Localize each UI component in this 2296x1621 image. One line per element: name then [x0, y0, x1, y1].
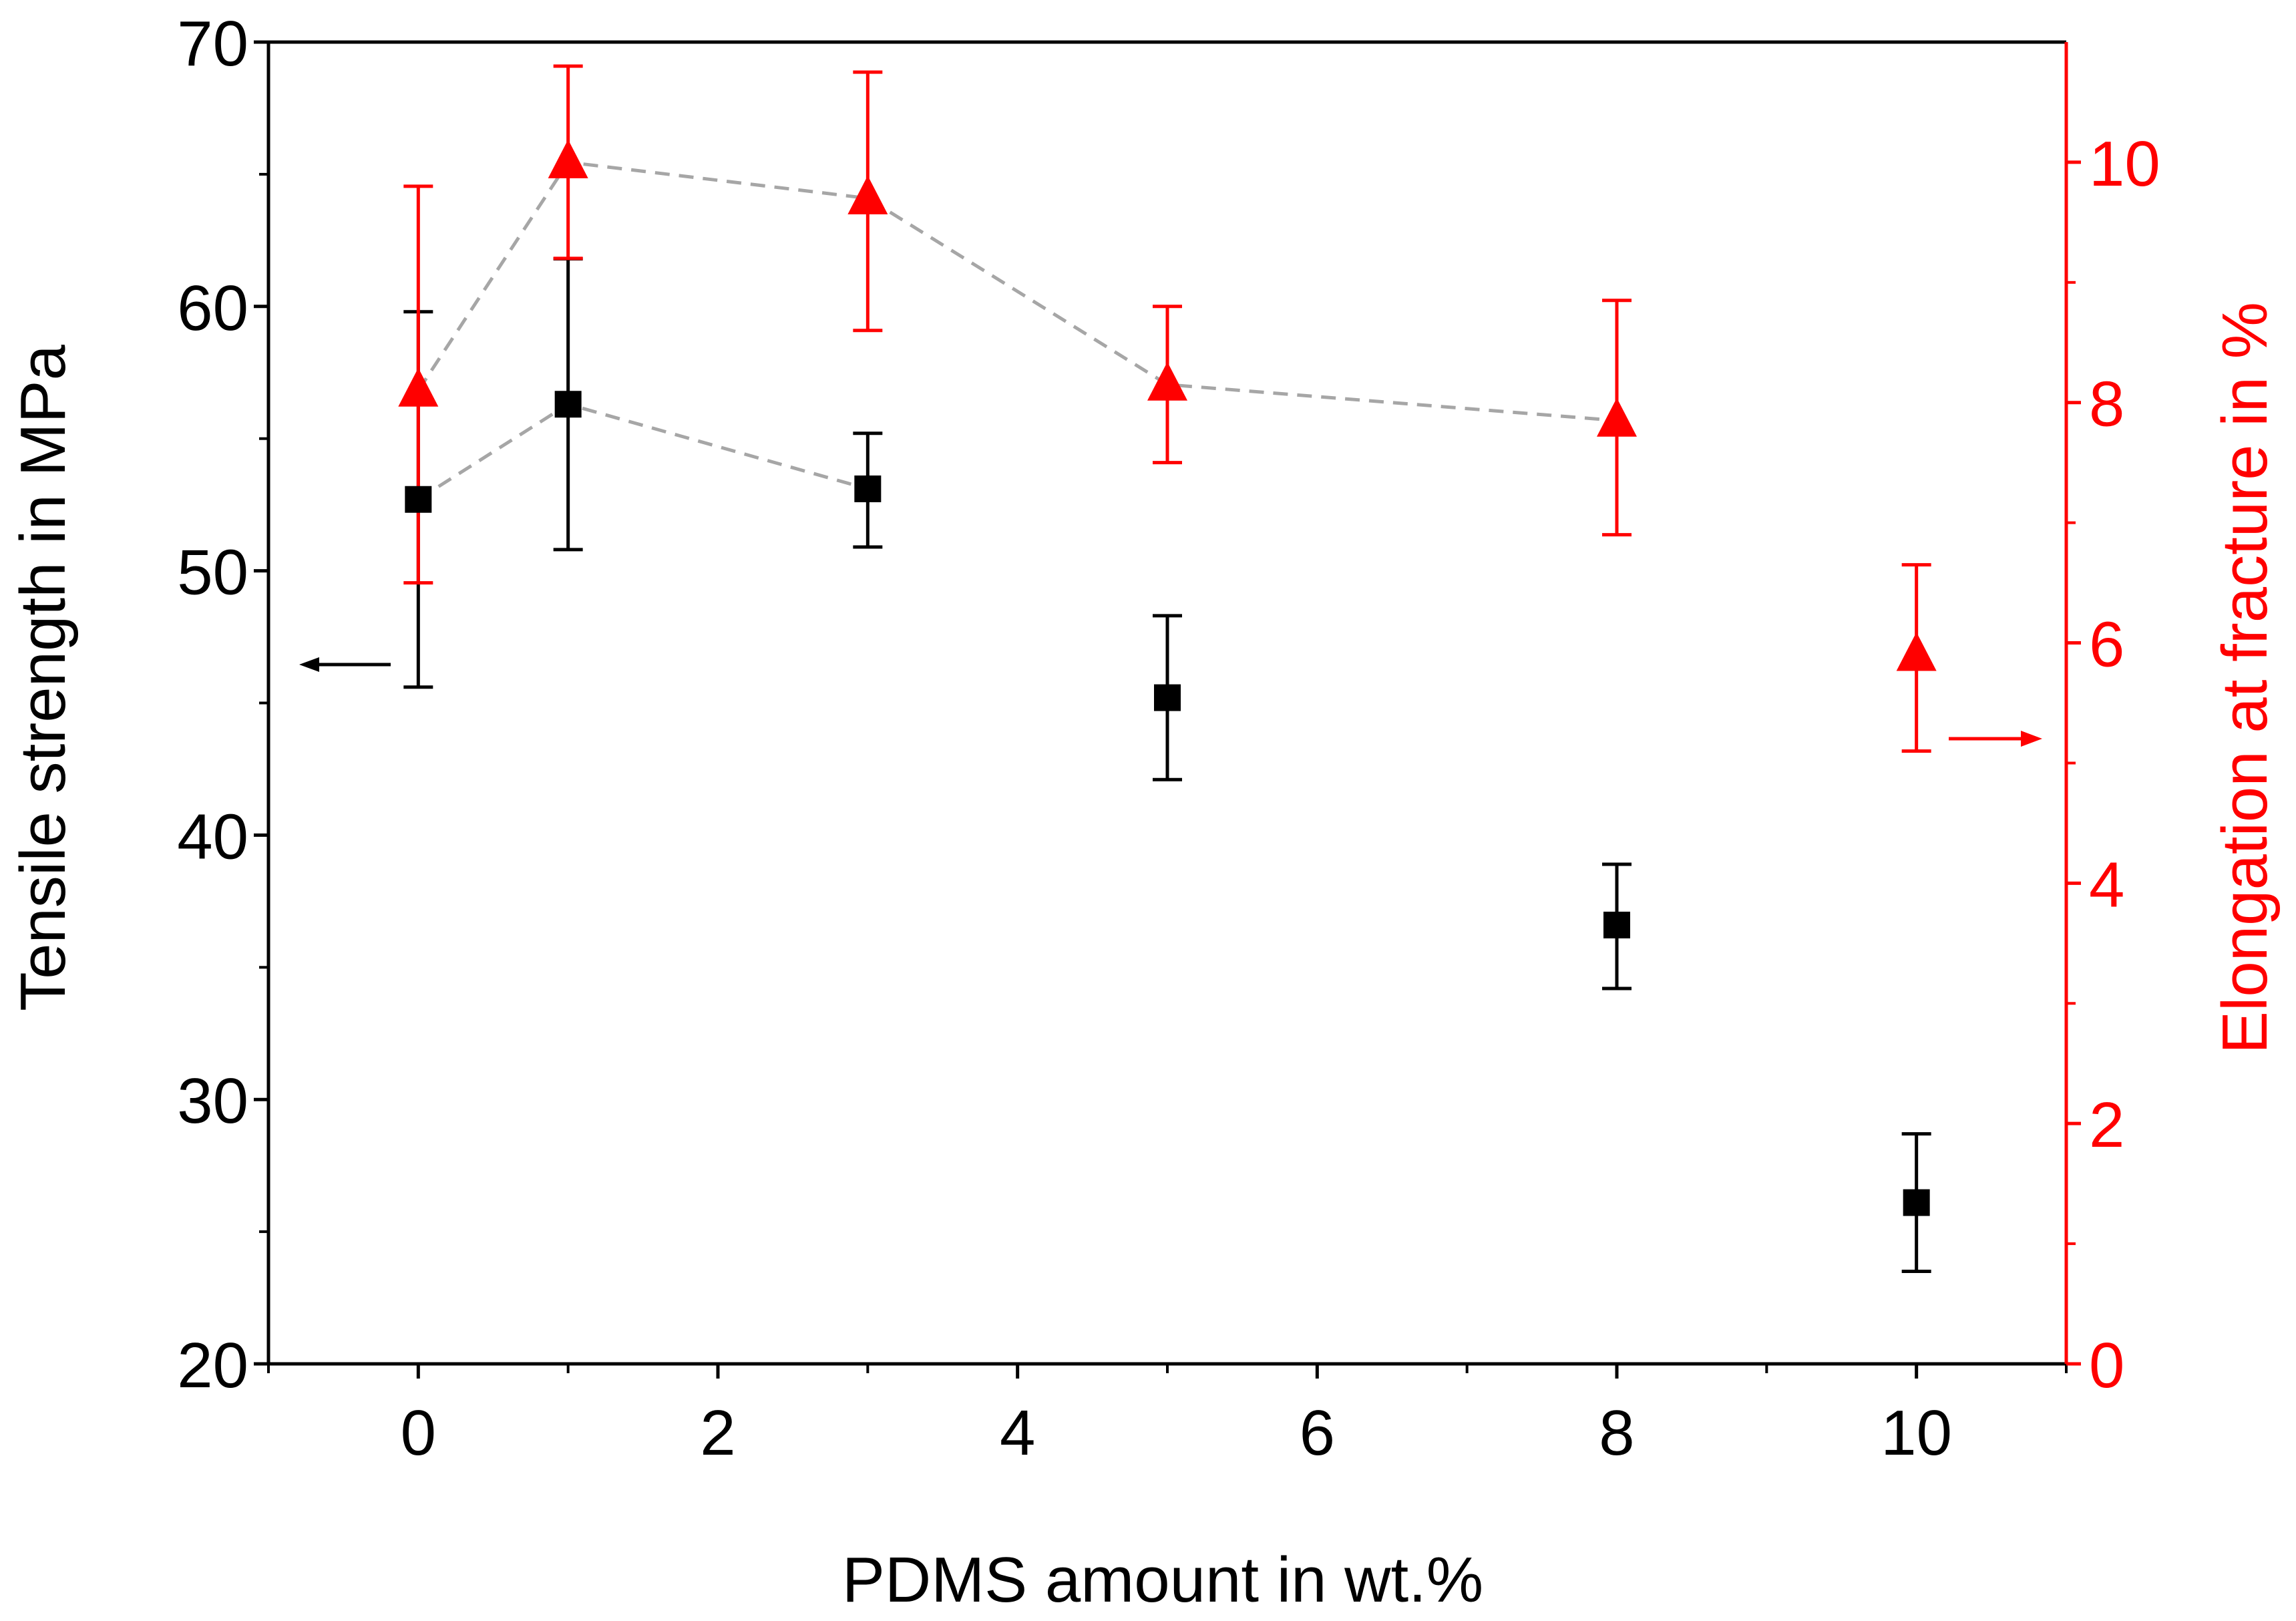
tensile-marker-square	[554, 391, 582, 418]
elongation-marker-triangle	[847, 175, 888, 214]
elongation-marker-triangle	[1896, 632, 1937, 671]
tick-labels: 0 2 4 6 8 10 20 30 40 50 60 70 0 2 4 6 8 10	[177, 8, 2160, 1469]
y2-tick-label: 10	[2089, 128, 2160, 200]
tensile-marker-square	[405, 486, 432, 513]
elongation-connector-line	[417, 160, 1617, 423]
elongation-marker-triangle	[398, 367, 439, 407]
y-tick-label: 50	[177, 537, 248, 608]
tick-marks	[254, 40, 2081, 1379]
y2-tick-label: 8	[2089, 369, 2124, 440]
x-tick-label: 10	[1881, 1397, 1952, 1469]
tensile-connector-line	[417, 402, 869, 501]
y2-tick-label: 2	[2089, 1089, 2124, 1161]
elongation-marker-triangle	[1147, 361, 1187, 401]
x-axis-title: PDMS amount in wt.%	[842, 1544, 1483, 1616]
tensile-marker-square	[1903, 1189, 1930, 1216]
y-tick-label: 20	[177, 1330, 248, 1401]
x-tick-label: 4	[1000, 1397, 1035, 1469]
y2-tick-label: 6	[2089, 609, 2124, 681]
y2-tick-label: 4	[2089, 849, 2124, 920]
y-tick-label: 60	[177, 273, 248, 344]
x-tick-label: 6	[1300, 1397, 1335, 1469]
x-tick-label: 0	[401, 1397, 436, 1469]
y-tick-label: 70	[177, 8, 248, 79]
tensile-marker-square	[1154, 684, 1181, 711]
tensile-marker-square	[854, 475, 882, 502]
y-tick-label: 40	[177, 801, 248, 872]
y-axis-title: Tensile strength in MPa	[7, 344, 79, 1011]
elongation-marker-triangle	[548, 139, 588, 178]
right-axis-arrow-head	[2021, 731, 2042, 747]
x-tick-label: 8	[1599, 1397, 1634, 1469]
y2-axis-title: Elongation at fracture in %	[2209, 302, 2281, 1054]
connector-lines	[417, 160, 1617, 501]
y-tick-label: 30	[177, 1065, 248, 1137]
annotations	[299, 657, 2042, 747]
data-markers	[398, 139, 1937, 1216]
x-tick-label: 2	[700, 1397, 735, 1469]
left-axis-arrow-head	[299, 657, 319, 672]
error-bars	[403, 64, 1931, 1273]
y2-tick-label: 0	[2089, 1330, 2124, 1401]
tensile-marker-square	[1603, 911, 1630, 938]
elongation-marker-triangle	[1597, 397, 1637, 437]
